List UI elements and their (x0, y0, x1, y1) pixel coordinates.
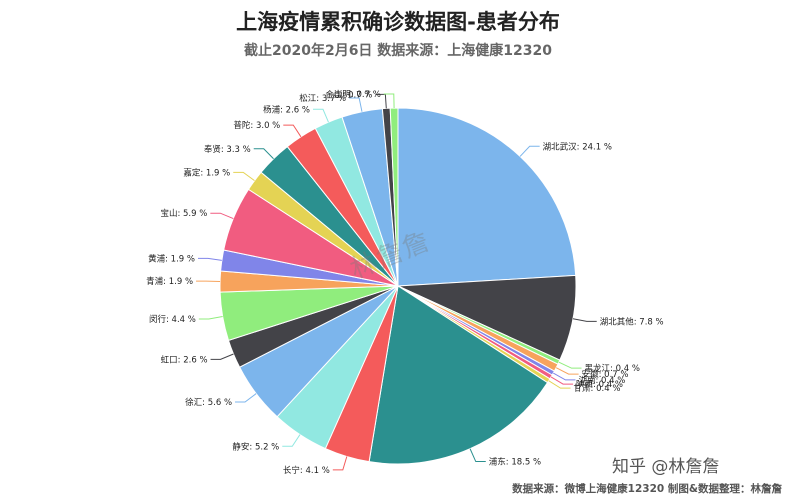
pie-leader-15 (210, 212, 234, 219)
pie-leader-12 (198, 316, 223, 320)
pie-leader-5 (550, 376, 574, 385)
footer-source: 数据来源：微博上海健康12320 制图&数据整理：林詹詹 (512, 483, 782, 495)
pie-leader-14 (197, 257, 222, 261)
pie-label-10: 徐汇: 5.6 % (185, 397, 232, 408)
pie-leader-20 (349, 97, 363, 112)
pie-leader-2 (558, 361, 582, 369)
pie-label-14: 黄浦: 1.9 % (148, 253, 195, 264)
pie-slice-0 (397, 107, 577, 287)
pie-label-6: 甘肃: 0.4 % (574, 383, 621, 394)
pie-slice-7 (368, 285, 549, 465)
pie-label-15: 宝山: 5.9 % (160, 208, 207, 219)
chart-subtitle: 截止2020年2月6日 数据来源：上海健康12320 (243, 43, 553, 59)
pie-slices (219, 107, 577, 465)
pie-leader-16 (233, 171, 255, 182)
chart-title: 上海疫情累积确诊数据图-患者分布 (236, 10, 560, 34)
pie-leader-7 (469, 448, 486, 463)
pie-leader-18 (283, 124, 302, 138)
pie-leader-0 (519, 145, 540, 157)
pie-label-9: 静安: 5.2 % (232, 441, 279, 452)
brand-watermark: 知乎 @林詹詹 (612, 457, 720, 477)
pie-label-11: 虹口: 2.6 % (161, 355, 208, 365)
pie-leader-8 (332, 456, 348, 471)
pie-label-16: 嘉定: 1.9 % (183, 167, 230, 178)
pie-label-3: 安徽: 0.7 % (582, 369, 629, 380)
pie-label-4: 湖南: 0.4 % (578, 375, 625, 386)
pie-label-21: 金山: 0.7 % (325, 89, 372, 100)
pie-labels: 湖北武汉: 24.1 % 湖北其他: 7.8 % 黑龙江: 0.4 %安徽: 0.7… (146, 89, 663, 475)
pie-leader-10 (235, 393, 257, 403)
pie-label-2: 黑龙江: 0.4 % (585, 363, 640, 374)
pie-label-19: 杨浦: 2.6 % (263, 104, 310, 115)
pie-label-22: 崇明: 0.7 % (334, 90, 381, 100)
pie-leader-19 (312, 108, 329, 123)
pie-label-12: 闵行: 4.4 % (149, 314, 196, 325)
pie-label-13: 青浦: 1.9 % (146, 276, 193, 287)
pie-leader-11 (210, 353, 234, 360)
pie-leader-1 (572, 318, 597, 322)
pie-label-18: 普陀: 3.0 % (233, 120, 280, 131)
pie-label-0: 湖北武汉: 24.1 % (543, 141, 612, 152)
pie-label-5: 陕西: 0.4 % (576, 379, 623, 390)
pie-leader-6 (548, 380, 571, 389)
pie-leader-17 (253, 148, 274, 160)
pie-label-8: 长宁: 4.1 % (283, 465, 330, 476)
pie-label-17: 奉贤: 3.3 % (204, 144, 251, 155)
pie-leader-22 (383, 93, 395, 109)
pie-leader-9 (282, 434, 301, 447)
pie-leader-3 (555, 367, 579, 375)
pie-label-1: 湖北其他: 7.8 % (600, 316, 664, 327)
pie-label-7: 浦东: 18.5 % (489, 457, 541, 468)
pie-leader-4 (553, 372, 576, 381)
pie-label-20: 松江: 3.7 % (299, 93, 346, 104)
